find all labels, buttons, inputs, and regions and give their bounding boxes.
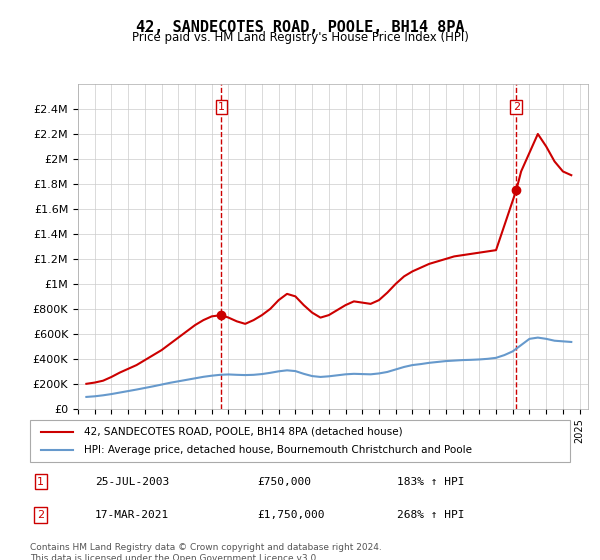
Text: 183% ↑ HPI: 183% ↑ HPI [397,477,465,487]
Text: 2: 2 [513,102,520,112]
Text: £1,750,000: £1,750,000 [257,510,324,520]
Text: 42, SANDECOTES ROAD, POOLE, BH14 8PA: 42, SANDECOTES ROAD, POOLE, BH14 8PA [136,20,464,35]
Text: 268% ↑ HPI: 268% ↑ HPI [397,510,465,520]
Text: 1: 1 [37,477,44,487]
Text: Price paid vs. HM Land Registry's House Price Index (HPI): Price paid vs. HM Land Registry's House … [131,31,469,44]
Text: £750,000: £750,000 [257,477,311,487]
Text: 2: 2 [37,510,44,520]
FancyBboxPatch shape [30,420,570,462]
Text: Contains HM Land Registry data © Crown copyright and database right 2024.
This d: Contains HM Land Registry data © Crown c… [30,543,382,560]
Text: HPI: Average price, detached house, Bournemouth Christchurch and Poole: HPI: Average price, detached house, Bour… [84,445,472,455]
Text: 1: 1 [218,102,225,112]
Text: 17-MAR-2021: 17-MAR-2021 [95,510,169,520]
Text: 42, SANDECOTES ROAD, POOLE, BH14 8PA (detached house): 42, SANDECOTES ROAD, POOLE, BH14 8PA (de… [84,427,403,437]
Text: 25-JUL-2003: 25-JUL-2003 [95,477,169,487]
